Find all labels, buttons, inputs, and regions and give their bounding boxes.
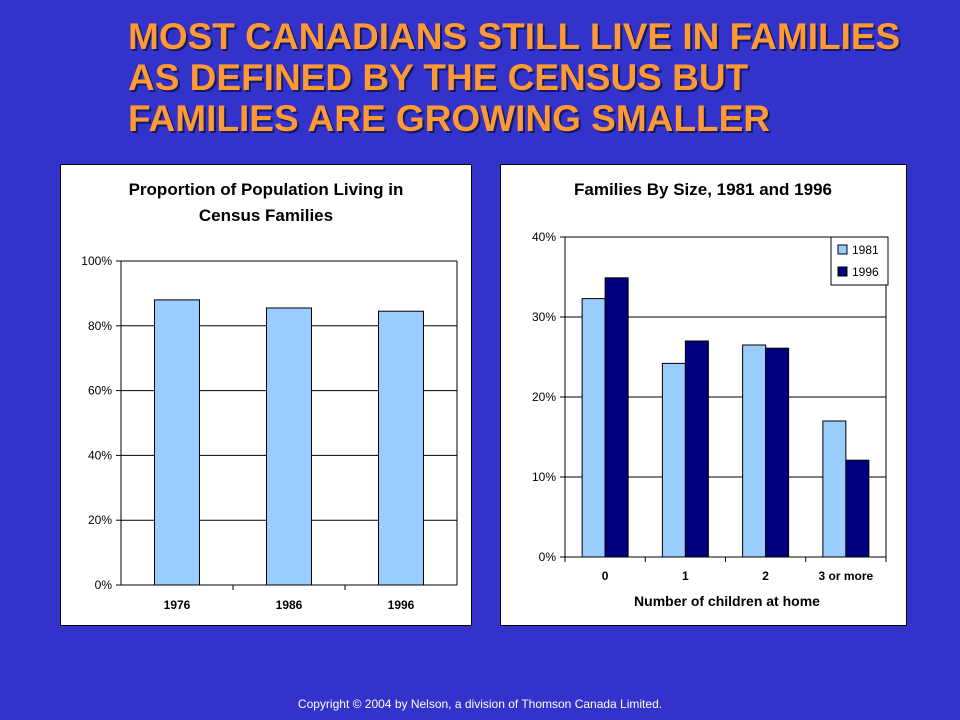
chart2-xtick-label: 1 <box>682 569 689 583</box>
copyright-notice: Copyright © 2004 by Nelson, a division o… <box>297 697 663 711</box>
chart2-xtick-label: 2 <box>762 569 769 583</box>
legend-label-1996: 1996 <box>852 265 879 279</box>
chart2-ytick-label: 40% <box>532 230 556 244</box>
chart2-bar-1981-3-or-more <box>822 420 847 558</box>
chart2-bar-1981-1 <box>661 362 686 558</box>
chart1-ytick-label: 20% <box>88 513 112 527</box>
chart2-ytick-label: 0% <box>539 550 557 564</box>
chart2-bar-1981-0 <box>581 298 606 558</box>
chart2-legend: 1981 1996 <box>830 236 889 286</box>
chart2-bar-1996-0 <box>604 277 629 558</box>
chart2-xtick-label: 3 or more <box>819 569 874 583</box>
chart2-bar-1996-3-or-more <box>845 459 870 558</box>
chart2-bar-1996-1 <box>684 340 709 558</box>
chart1-xtick-label: 1986 <box>276 598 303 612</box>
chart1-ytick-label: 40% <box>88 448 112 462</box>
chart-panel-population: Proportion of Population Living in Censu… <box>60 164 472 626</box>
chart1-bar-1986 <box>266 307 312 586</box>
slide-title-line-1: MOST CANADIANS STILL LIVE IN FAMILIES <box>128 16 901 57</box>
chart1-xtick-label: 1976 <box>164 598 191 612</box>
chart2-ytick-label: 30% <box>532 310 556 324</box>
chart-panel-family-size: Families By Size, 1981 and 1996 0% 10% 20%… <box>500 164 907 626</box>
chart-population-in-families: Proportion of Population Living in Censu… <box>81 180 458 612</box>
chart1-ytick-label: 60% <box>88 384 112 398</box>
chart-families-by-size: Families By Size, 1981 and 1996 0% 10% 20%… <box>532 180 889 609</box>
chart2-title: Families By Size, 1981 and 1996 <box>574 180 832 199</box>
chart1-bar-1976 <box>154 299 200 586</box>
chart1-title-line-1: Proportion of Population Living in <box>129 180 404 199</box>
chart2-bar-1996-2 <box>765 347 790 558</box>
chart1-ytick-label: 100% <box>81 254 112 268</box>
legend-swatch-1996 <box>837 266 848 277</box>
chart2-bar-1981-2 <box>742 344 767 558</box>
chart1-title-line-2: Census Families <box>199 206 333 225</box>
chart1-ytick-label: 80% <box>88 319 112 333</box>
slide-title-line-2: AS DEFINED BY THE CENSUS BUT <box>128 57 749 98</box>
legend-label-1981: 1981 <box>852 243 879 257</box>
slide-title: MOST CANADIANS STILL LIVE IN FAMILIES AS… <box>128 16 948 139</box>
slide-title-line-3: FAMILIES ARE GROWING SMALLER <box>128 98 771 139</box>
chart2-xtick-label: 0 <box>602 569 609 583</box>
chart2-xlabel: Number of children at home <box>634 593 820 609</box>
chart2-ytick-label: 10% <box>532 470 556 484</box>
chart1-ytick-label: 0% <box>95 578 113 592</box>
chart1-xtick-label: 1996 <box>388 598 415 612</box>
chart1-bar-1996 <box>378 310 424 586</box>
legend-swatch-1981 <box>837 244 848 255</box>
chart2-ytick-label: 20% <box>532 390 556 404</box>
